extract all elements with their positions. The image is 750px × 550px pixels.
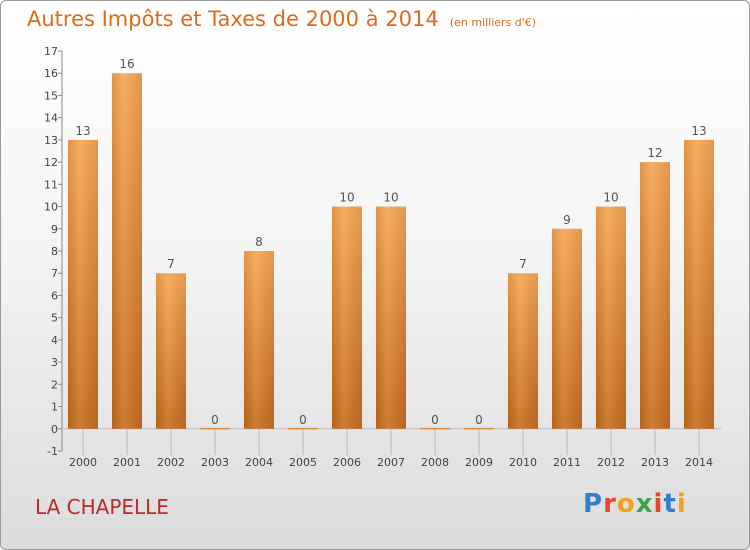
- y-tick-label: 1: [51, 401, 58, 414]
- bar-shade: [68, 139, 98, 429]
- x-tick-label: 2012: [597, 456, 625, 469]
- x-tick-label: 2007: [377, 456, 405, 469]
- bar: [288, 427, 318, 430]
- x-tick-label: 2004: [245, 456, 273, 469]
- data-label: 13: [691, 124, 706, 138]
- y-tick-label: 10: [44, 201, 58, 214]
- y-tick-label: 3: [51, 356, 58, 369]
- data-label: 10: [339, 191, 354, 205]
- place-label: LA CHAPELLE: [35, 495, 169, 519]
- data-label: 8: [255, 235, 263, 249]
- y-tick-label: 6: [51, 289, 58, 302]
- y-tick-label: 8: [51, 245, 58, 258]
- y-tick-label: 17: [44, 45, 58, 58]
- y-tick-label: 9: [51, 223, 58, 236]
- x-tick-label: 2000: [69, 456, 97, 469]
- bar: [200, 427, 230, 430]
- data-label: 16: [119, 57, 134, 71]
- chart-title: Autres Impôts et Taxes de 2000 à 2014: [27, 7, 439, 31]
- bar-shade: [508, 273, 538, 429]
- y-tick-label: 0: [51, 423, 58, 436]
- y-tick-label: 5: [51, 312, 58, 325]
- y-tick-label: 14: [44, 112, 58, 125]
- bar-shade: [640, 162, 670, 429]
- data-label: 0: [299, 413, 307, 427]
- chart-unit: (en milliers d'€): [449, 16, 537, 29]
- data-label: 0: [431, 413, 439, 427]
- bar-shade: [244, 251, 274, 429]
- x-tick-label: 2003: [201, 456, 229, 469]
- data-label: 0: [211, 413, 219, 427]
- data-label: 10: [603, 191, 618, 205]
- y-tick-label: 13: [44, 134, 58, 147]
- data-label: 7: [519, 257, 527, 271]
- x-tick-label: 2005: [289, 456, 317, 469]
- bar-shade: [376, 206, 406, 429]
- y-tick-label: 12: [44, 156, 58, 169]
- bar-shade: [552, 228, 582, 429]
- x-tick-label: 2011: [553, 456, 581, 469]
- bar-shade: [112, 73, 142, 429]
- x-tick-label: 2014: [685, 456, 713, 469]
- y-tick-label: 4: [51, 334, 58, 347]
- x-tick-label: 2002: [157, 456, 185, 469]
- y-tick-label: 15: [44, 89, 58, 102]
- y-tick-label: 16: [44, 67, 58, 80]
- proxiti-logo: Proxiti: [583, 489, 687, 519]
- data-label: 7: [167, 257, 175, 271]
- bar: [420, 427, 450, 430]
- x-tick-label: 2013: [641, 456, 669, 469]
- data-label: 0: [475, 413, 483, 427]
- y-tick-label: -1: [47, 445, 58, 458]
- data-label: 13: [75, 124, 90, 138]
- bar-shade: [332, 206, 362, 429]
- chart-title-block: Autres Impôts et Taxes de 2000 à 2014 (e…: [27, 7, 536, 31]
- x-tick-label: 2010: [509, 456, 537, 469]
- data-label: 9: [563, 213, 571, 227]
- bar-shade: [684, 139, 714, 429]
- data-label: 10: [383, 191, 398, 205]
- y-tick-label: 7: [51, 267, 58, 280]
- data-label: 12: [647, 146, 662, 160]
- x-tick-label: 2006: [333, 456, 361, 469]
- x-tick-label: 2009: [465, 456, 493, 469]
- bar: [464, 427, 494, 430]
- x-tick-label: 2001: [113, 456, 141, 469]
- y-tick-label: 11: [44, 178, 58, 191]
- y-tick-label: 2: [51, 378, 58, 391]
- bar-shade: [156, 273, 186, 429]
- x-tick-label: 2008: [421, 456, 449, 469]
- bar-shade: [596, 206, 626, 429]
